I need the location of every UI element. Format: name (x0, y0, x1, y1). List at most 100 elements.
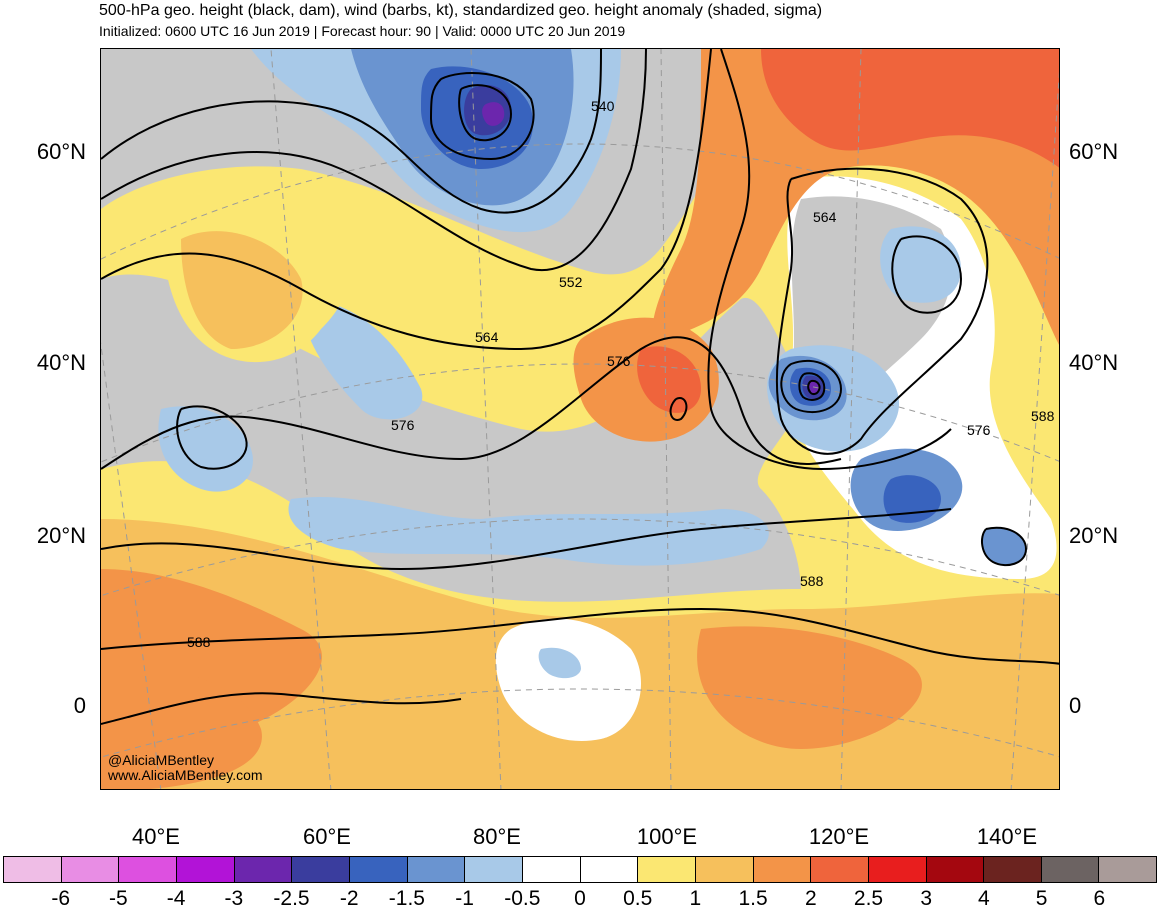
contour-label: 564 (475, 329, 499, 345)
contour-label: 588 (1031, 408, 1055, 424)
colorbar-tick-label: 1 (689, 887, 702, 910)
colorbar-swatch (4, 857, 62, 882)
colorbar-swatch (176, 857, 235, 882)
height-contour-line (101, 49, 712, 351)
credit-handle: @AliciaMBentley (108, 752, 215, 768)
colorbar-swatch (811, 857, 869, 882)
lat-label-0-right: 0 (1069, 693, 1082, 718)
colorbar-swatch (522, 857, 581, 882)
lon-label-100e: 100°E (636, 824, 698, 849)
colorbar-tick-label: -2.5 (273, 887, 310, 910)
map-title: 500-hPa geo. height (black, dam), wind (… (99, 2, 823, 19)
contour-labels: 540 552 564 564 576 576 576 588 588 588 (187, 98, 1055, 650)
anomaly-fill-blue-caspian (301, 299, 423, 420)
graticule-line (101, 342, 162, 789)
colorbar-swatch (926, 857, 985, 882)
anomaly-fill-blue-pacific-small (981, 527, 1026, 566)
anomaly-fill-blue-japan-sea (880, 226, 961, 303)
colorbar-swatch (465, 857, 523, 882)
contour-label: 588 (800, 573, 824, 589)
graticule-line (101, 518, 1059, 597)
height-contour-line (101, 336, 842, 470)
height-contour-line (780, 359, 843, 414)
colorbar-swatch (234, 857, 293, 882)
anomaly-fill-red-tibet (637, 346, 701, 413)
colorbar-tick-label: 0 (574, 887, 586, 910)
lat-label-60n-right: 60°N (1069, 139, 1119, 164)
anomaly-fill-orange-kazakhstan (181, 231, 303, 349)
colorbar-swatch (753, 857, 812, 882)
height-contour-line (798, 372, 826, 401)
height-contour-line (775, 167, 989, 455)
anomaly-fill-blue-bengal (538, 647, 581, 679)
colorbar-swatch (61, 857, 120, 882)
colorbar-tick-label: 6 (1093, 887, 1106, 910)
lat-label-20n: 20°N (36, 523, 86, 548)
colorbar-tick-label: -3 (224, 887, 244, 910)
colorbar-tick-label: 2.5 (853, 887, 884, 910)
lon-label-40e: 40°E (132, 824, 180, 849)
colorbar-tick-label: -2 (339, 887, 359, 910)
contour-label: 576 (967, 422, 991, 438)
colorbar-swatch (868, 857, 927, 882)
colorbar-swatch (1041, 857, 1100, 882)
colorbar-swatch (638, 857, 696, 882)
map-canvas: 540 552 564 564 576 576 576 588 588 588 (101, 49, 1059, 789)
colorbar-tick-label: 5 (1035, 887, 1048, 910)
anomaly-fill-blue-south-asia (288, 496, 769, 566)
lon-label-60e: 60°E (303, 824, 351, 849)
map-subtitle: Initialized: 0600 UTC 16 Jun 2019 | Fore… (99, 23, 626, 39)
colorbar-tick-label: -6 (51, 887, 71, 910)
contour-label: 576 (391, 417, 415, 433)
graticule-line (470, 49, 502, 789)
height-contour-line (980, 526, 1028, 567)
colorbar-tick-label: -1.5 (388, 887, 425, 910)
height-contour-line (807, 379, 821, 396)
lat-label-20n-right: 20°N (1069, 523, 1119, 548)
anomaly-fill-blue-europe (158, 406, 253, 492)
colorbar-tick-label: -4 (166, 887, 186, 910)
colorbar-swatch (292, 857, 350, 882)
height-contour-line (101, 607, 1059, 665)
height-contour-line (176, 405, 248, 470)
height-contour-line (891, 235, 963, 314)
graticule-line (101, 143, 1059, 260)
height-contour-line (101, 508, 952, 571)
colorbar-swatch (1099, 857, 1157, 882)
lat-label-40n: 40°N (36, 350, 86, 375)
height-contour-line (707, 49, 952, 471)
lat-label-60n: 60°N (36, 139, 86, 164)
graticule-line (270, 49, 332, 789)
colorbar-tick-label: -1 (455, 887, 474, 910)
colorbar-tick-label: 0.5 (623, 887, 653, 910)
colorbar-swatch (580, 857, 639, 882)
contour-label: 576 (607, 353, 631, 369)
colorbar-swatch (695, 857, 754, 882)
graticule-line (1010, 71, 1059, 789)
height-contour-line (458, 84, 513, 142)
graticule-line (660, 49, 672, 789)
anomaly-fill-red-northeast (761, 49, 1059, 168)
lon-label-80e: 80°E (473, 824, 521, 849)
contour-label: 540 (591, 98, 615, 114)
contour-label: 552 (559, 274, 583, 290)
height-contour-line (101, 692, 462, 725)
colorbar-swatch (984, 857, 1042, 882)
credit-website: www.AliciaMBentley.com (108, 767, 263, 783)
colorbar-tick-label: 1.5 (738, 887, 768, 910)
anomaly-fill-white-bengal (495, 618, 641, 741)
height-contours (101, 49, 1059, 725)
colorbar-tick-label: 2 (804, 887, 817, 910)
colorbar-tick-label: -5 (109, 887, 128, 910)
graticule-line (840, 49, 862, 789)
colorbar-tick-label: 3 (920, 887, 933, 910)
height-contour-line (101, 49, 602, 214)
anomaly-fill-orange-sw (101, 666, 262, 789)
contour-label: 588 (187, 634, 211, 650)
lat-label-40n-right: 40°N (1069, 350, 1119, 375)
map-panel: 540 552 564 564 576 576 576 588 588 588 (100, 48, 1060, 790)
colorbar-swatch (407, 857, 466, 882)
colorbar-tick-label: -0.5 (504, 887, 541, 910)
anomaly-fill-purple-siberia (482, 102, 505, 126)
colorbar-tick-label: 4 (978, 887, 990, 910)
